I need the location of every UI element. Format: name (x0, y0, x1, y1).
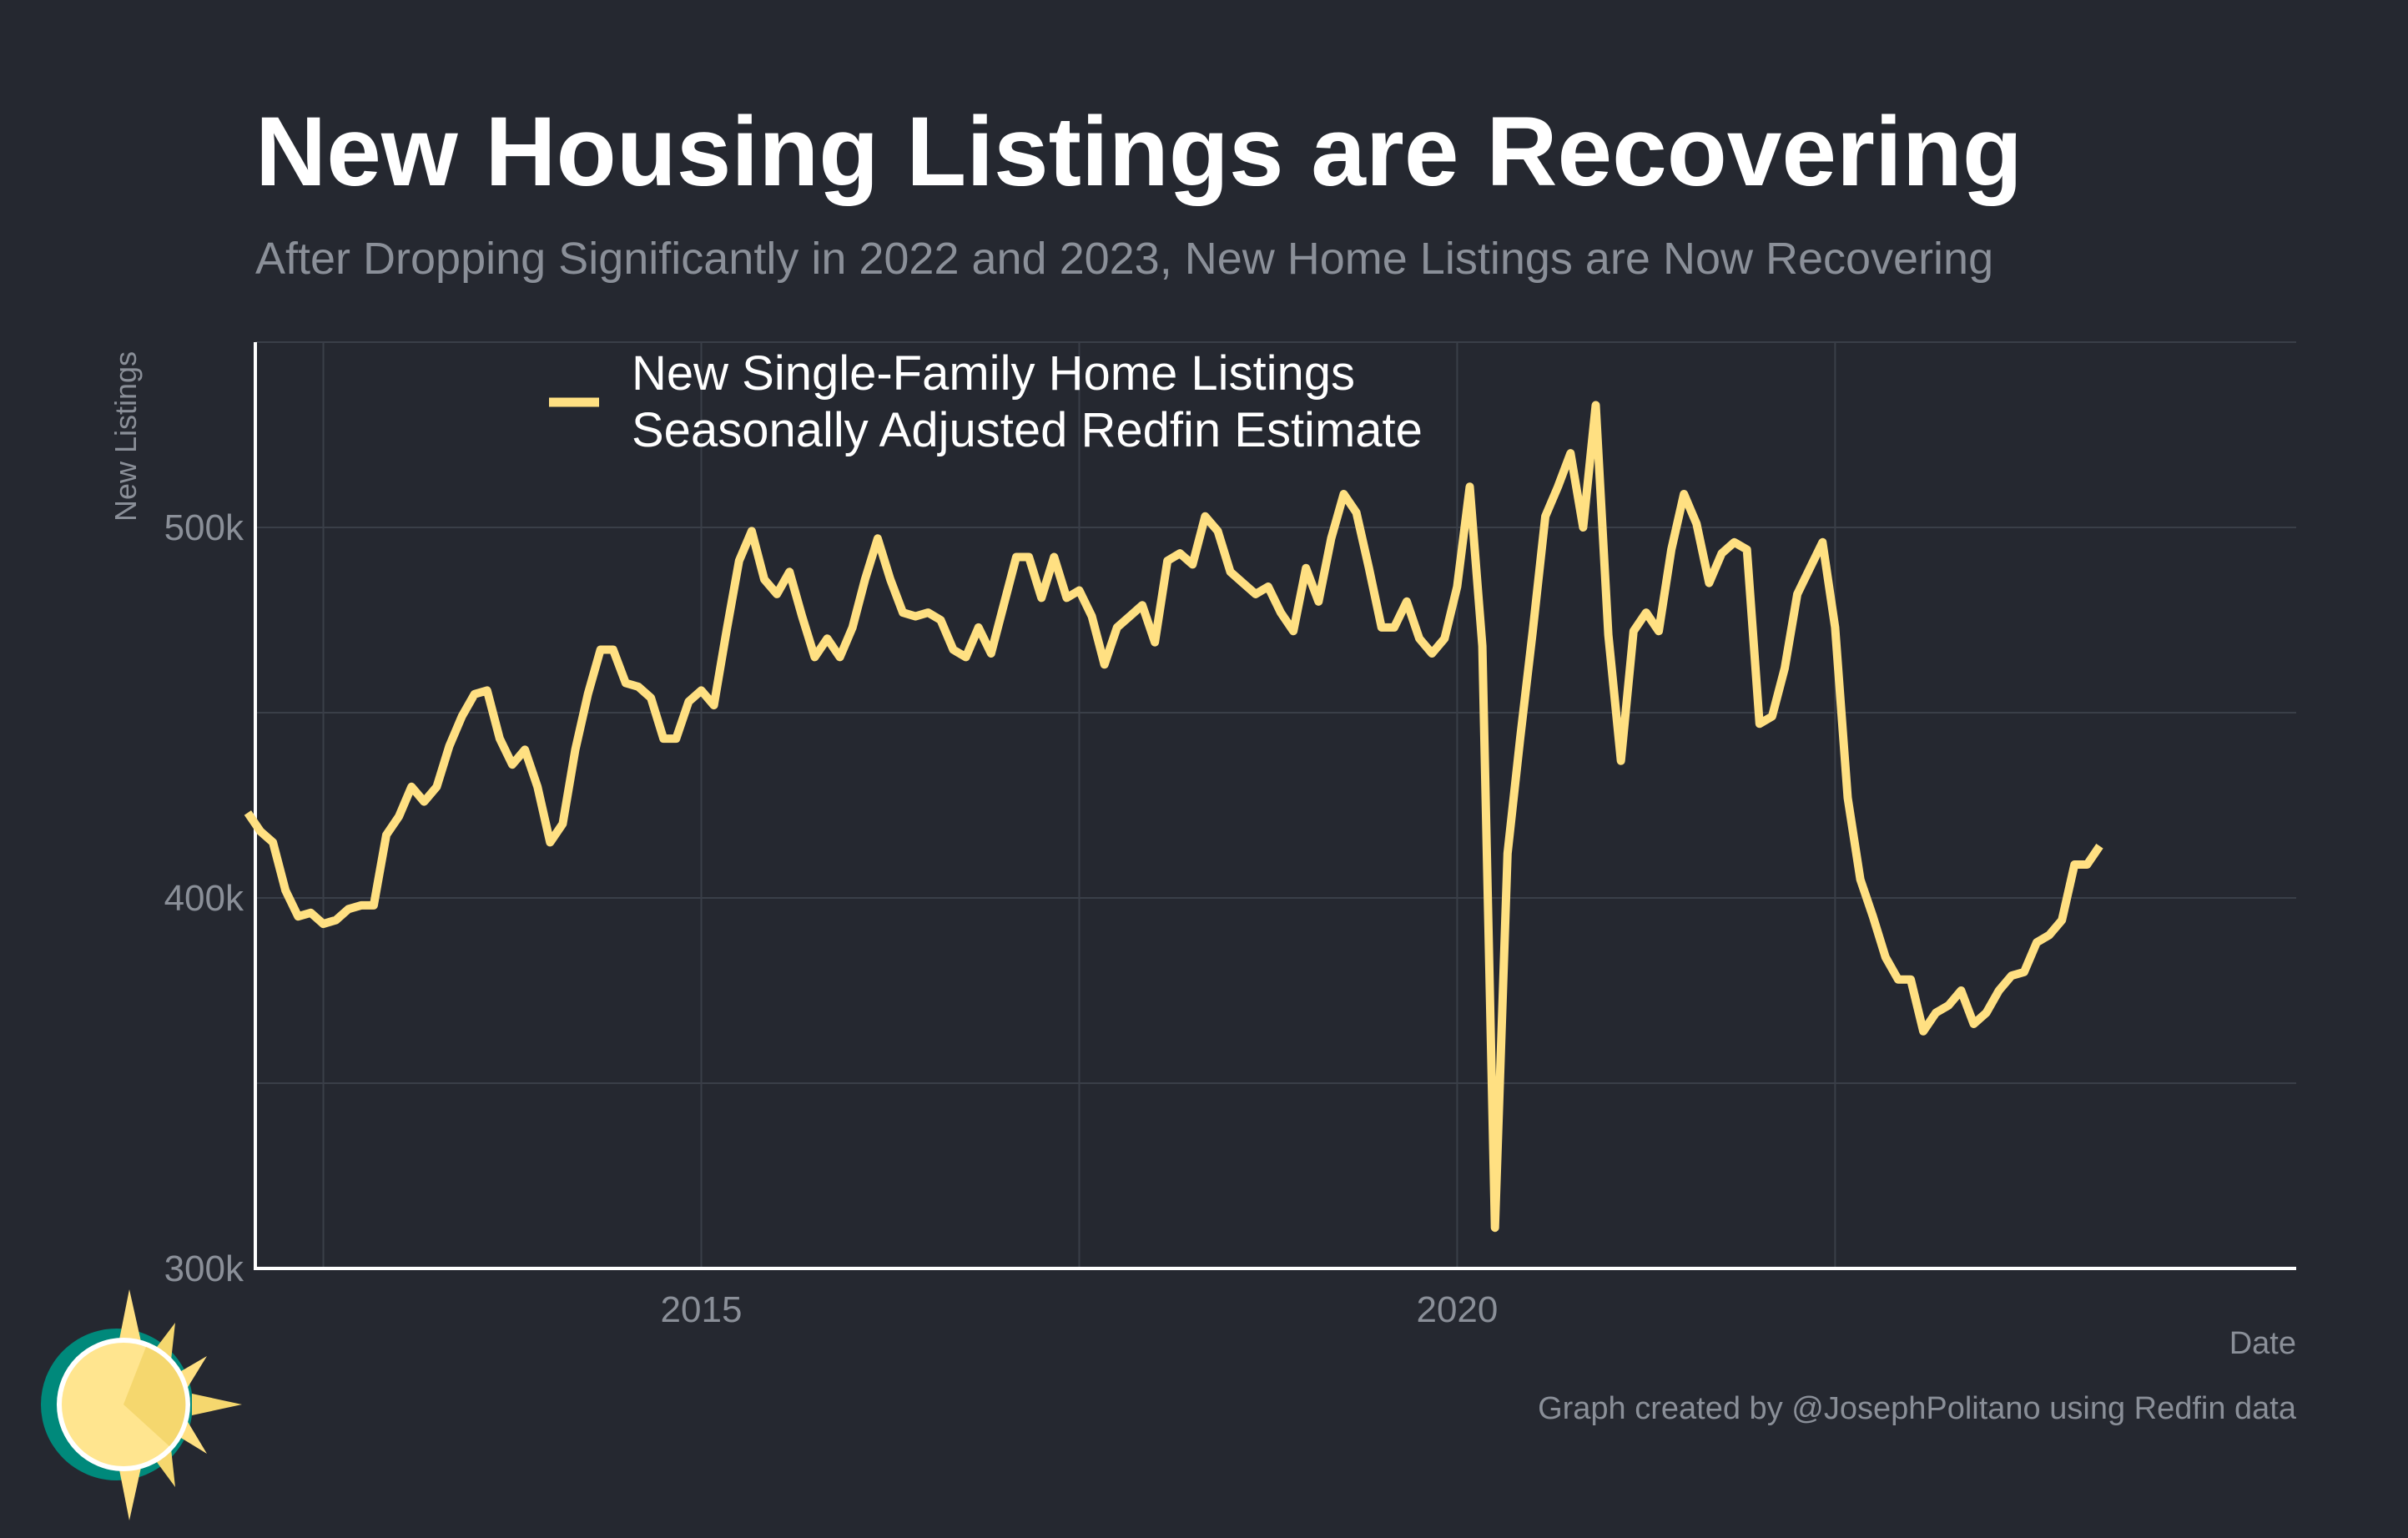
legend-line-1: New Single-Family Home Listings (632, 346, 1355, 401)
source-caption: Graph created by @JosephPolitano using R… (1538, 1391, 2297, 1426)
y-tick-label: 400k (164, 878, 244, 919)
x-tick-label: 2015 (661, 1289, 743, 1330)
x-axis-label: Date (2229, 1326, 2296, 1361)
logo-sun-shade (123, 1347, 186, 1446)
y-axis-label: New Listings (108, 351, 143, 522)
y-tick-label: 300k (164, 1248, 244, 1289)
legend: New Single-Family Home Listings Seasonal… (549, 346, 1423, 457)
chart-subtitle: After Dropping Significantly in 2022 and… (255, 234, 1993, 284)
chart-title: New Housing Listings are Recovering (255, 97, 2023, 207)
series-line (244, 401, 2103, 1233)
legend-line-2: Seasonally Adjusted Redfin Estimate (632, 403, 1423, 457)
grid (255, 341, 2296, 1268)
x-tick-label: 2020 (1416, 1289, 1498, 1330)
sun-rays-icon (118, 1289, 242, 1520)
y-tick-label: 500k (164, 507, 244, 548)
series-group (244, 401, 2103, 1233)
axes: 300k 400k 500k 2015 2020 (164, 342, 2296, 1330)
sun-logo (41, 1289, 242, 1520)
